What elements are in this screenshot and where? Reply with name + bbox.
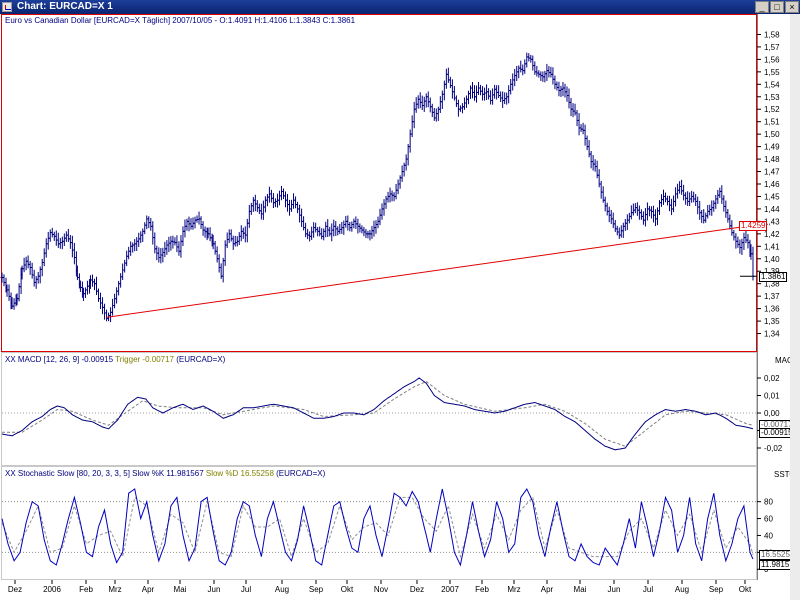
x-axis-label: 2007 bbox=[441, 585, 459, 594]
y-tick-label-1: -0,02 bbox=[764, 444, 783, 453]
x-axis-label: Aug bbox=[674, 585, 690, 594]
y-tick-label-0: 1,42 bbox=[764, 230, 780, 239]
macd-line bbox=[1, 377, 754, 451]
maximize-button[interactable]: □ bbox=[770, 1, 784, 13]
y-tick-label-2: 60 bbox=[764, 515, 773, 524]
x-axis-label: Mai bbox=[573, 585, 587, 594]
y-tick-label-0: 1,40 bbox=[764, 255, 780, 264]
x-axis-label: Dez bbox=[7, 585, 23, 594]
window-titlebar[interactable]: Chart: EURCAD=X 1 _ □ × bbox=[0, 0, 800, 14]
y-tick-label-0: 1,52 bbox=[764, 105, 780, 114]
macd-title-trigger: Trigger -0.00717 bbox=[115, 355, 174, 364]
price-panel[interactable] bbox=[1, 14, 757, 352]
macd-trigger-line bbox=[2, 380, 754, 447]
stoch-d-line bbox=[1, 496, 754, 559]
x-axis-label: Feb bbox=[475, 585, 489, 594]
macd-title-main: XX MACD [12, 26, 9] -0.00915 bbox=[5, 355, 116, 364]
y-axis-divider bbox=[757, 14, 758, 580]
stoch-k-line bbox=[1, 488, 754, 567]
x-axis-label: 2006 bbox=[43, 585, 61, 594]
x-axis-label: Jul bbox=[642, 585, 654, 594]
right-scrollbar[interactable] bbox=[790, 14, 800, 600]
y-tick-label-0: 1,44 bbox=[764, 205, 780, 214]
y-tick-label-0: 1,46 bbox=[764, 180, 780, 189]
y-tick-label-0: 1,51 bbox=[764, 118, 780, 127]
y-tick-label-2: 40 bbox=[764, 531, 773, 540]
x-axis-label: Feb bbox=[79, 585, 93, 594]
close-button[interactable]: × bbox=[785, 1, 799, 13]
x-axis-label: Mrz bbox=[507, 585, 521, 594]
x-axis-label: Mrz bbox=[108, 585, 122, 594]
stochastic-panel-title: XX Stochastic Slow [80, 20, 3, 3, 5] Slo… bbox=[5, 469, 325, 478]
y-tick-label-0: 1,50 bbox=[764, 130, 780, 139]
y-tick-label-0: 1,39 bbox=[764, 267, 780, 276]
y-tick-label-0: 1,55 bbox=[764, 68, 780, 77]
y-tick-label-0: 1,53 bbox=[764, 93, 780, 102]
y-tick-label-0: 1,49 bbox=[764, 143, 780, 152]
stoch-title-d: Slow %D 16.55258 bbox=[205, 469, 274, 478]
price-last-value-box: 1.3861 bbox=[759, 272, 788, 283]
x-axis-label: Aug bbox=[274, 585, 290, 594]
x-axis-label: Sep bbox=[308, 585, 324, 594]
y-tick-label-0: 1,37 bbox=[764, 292, 780, 301]
x-axis-label: Jun bbox=[207, 585, 221, 594]
stoch-title-suffix: (EURCAD=X) bbox=[273, 469, 326, 478]
y-tick-label-0: 1,38 bbox=[764, 280, 780, 289]
y-tick-label-1: 0,02 bbox=[764, 374, 780, 383]
y-tick-label-0: 1,47 bbox=[764, 168, 780, 177]
y-tick-label-0: 1,35 bbox=[764, 317, 780, 326]
x-axis-label: Mai bbox=[173, 585, 187, 594]
macd-title-suffix: (EURCAD=X) bbox=[174, 355, 226, 364]
y-tick-label-0: 1,48 bbox=[764, 155, 780, 164]
macd-panel-title: XX MACD [12, 26, 9] -0.00915 Trigger -0.… bbox=[5, 355, 225, 364]
x-axis-label: Okt bbox=[738, 585, 752, 594]
chart-window-icon bbox=[2, 2, 12, 12]
trendline-value-box: 1.4259 bbox=[739, 221, 768, 232]
x-axis-label: Nov bbox=[373, 585, 389, 594]
y-tick-label-0: 1,57 bbox=[764, 43, 780, 52]
stochastic-axis-label: SSTOC bbox=[774, 470, 800, 479]
x-axis-label: Okt bbox=[340, 585, 354, 594]
stoch-title-main: XX Stochastic Slow [80, 20, 3, 3, 5] Slo… bbox=[5, 469, 206, 478]
y-tick-label-0: 1,43 bbox=[764, 217, 780, 226]
trendline bbox=[106, 225, 747, 318]
macd-axis-label: MACD bbox=[775, 356, 799, 365]
x-axis-label: Apr bbox=[540, 585, 554, 594]
y-tick-label-0: 1,36 bbox=[764, 305, 780, 314]
minimize-button[interactable]: _ bbox=[755, 1, 769, 13]
y-tick-label-0: 1,45 bbox=[764, 192, 780, 201]
stochastic-panel[interactable] bbox=[1, 466, 757, 580]
x-axis-label: Sep bbox=[708, 585, 724, 594]
y-tick-label-0: 1,54 bbox=[764, 80, 780, 89]
window-title: Chart: EURCAD=X 1 bbox=[17, 1, 113, 12]
y-tick-label-0: 1,58 bbox=[764, 30, 780, 39]
x-axis-label: Apr bbox=[141, 585, 155, 594]
y-tick-label-0: 1,56 bbox=[764, 55, 780, 64]
y-tick-label-1: 0,00 bbox=[764, 409, 780, 418]
macd-panel[interactable] bbox=[1, 352, 757, 466]
x-axis-label: Dez bbox=[409, 585, 425, 594]
y-tick-label-1: 0,01 bbox=[764, 392, 780, 401]
y-tick-label-2: 80 bbox=[764, 498, 773, 507]
y-tick-label-0: 1,34 bbox=[764, 330, 780, 339]
y-tick-label-0: 1,41 bbox=[764, 242, 780, 251]
price-panel-title: Euro vs Canadian Dollar [EURCAD=X Täglic… bbox=[5, 16, 356, 25]
x-axis-label: Jul bbox=[240, 585, 252, 594]
x-axis-label: Jun bbox=[607, 585, 621, 594]
